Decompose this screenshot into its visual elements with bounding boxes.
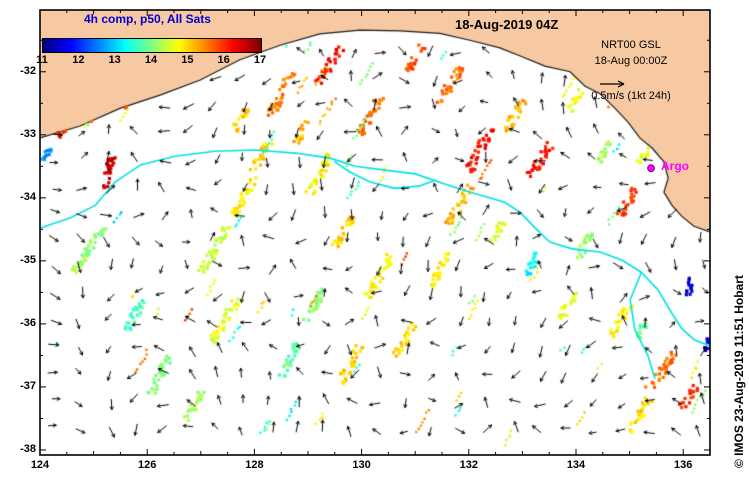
model-time-label: 18-Aug 00:00Z: [594, 55, 668, 67]
colorbar-tick-label: 12: [72, 54, 85, 66]
credit-text: © IMOS 23-Aug-2019 11:51 Hobart: [732, 275, 746, 468]
plot-title: 4h comp, p50, All Sats: [84, 12, 211, 26]
colorbar-tick-label: 15: [181, 54, 194, 66]
x-tick-label: 136: [674, 459, 693, 471]
x-tick-label: 134: [566, 459, 586, 471]
y-tick-label: -38: [20, 442, 36, 455]
plot-frame: [39, 9, 711, 456]
x-tick-label: 124: [30, 459, 50, 471]
datetime-label: 18-Aug-2019 04Z: [455, 17, 559, 32]
colorbar-tick-label: 13: [108, 54, 121, 66]
x-tick-label: 132: [459, 459, 478, 471]
vector-scale-arrow-head: [617, 83, 625, 88]
x-tick-label: 126: [138, 459, 157, 471]
colorbar-tick-label: 16: [217, 54, 230, 66]
vector-scale-arrow-head: [617, 80, 625, 85]
vector-scale-label: 0.5m/s (1kt 24h): [591, 90, 671, 102]
colorbar-tick-label: 14: [144, 54, 158, 66]
argo-label: Argo: [661, 159, 689, 173]
model-label: NRT00 GSL: [601, 39, 661, 51]
colorbar: [42, 38, 262, 53]
y-tick-label: -32: [20, 64, 36, 77]
x-tick-label: 128: [245, 459, 264, 471]
x-tick-label: 130: [352, 459, 371, 471]
colorbar-tick-label: 17: [253, 54, 267, 66]
y-tick-label: -36: [20, 316, 36, 329]
y-tick-label: -33: [20, 127, 36, 140]
argo-marker: [647, 164, 655, 173]
colorbar-tick-label: 11: [36, 54, 48, 66]
y-tick-label: -37: [20, 379, 36, 392]
colorbar-gradient: [43, 39, 261, 52]
y-tick-label: -35: [20, 253, 36, 266]
y-tick-label: -34: [20, 190, 36, 203]
